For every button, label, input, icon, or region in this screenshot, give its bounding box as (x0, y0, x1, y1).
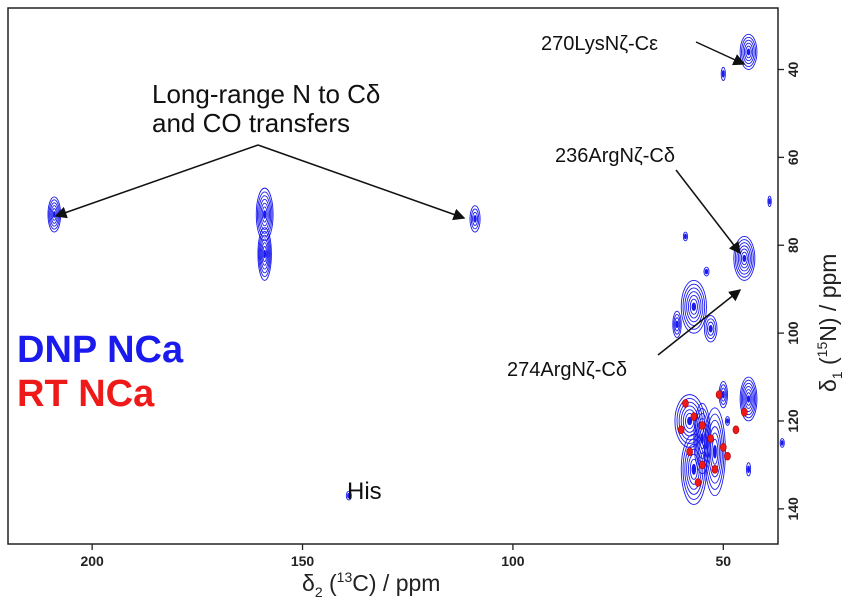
arrow-long-range-left (54, 144, 259, 219)
arrow-274arg (657, 289, 742, 356)
dnp-peak (680, 279, 707, 334)
legend-rt-nca: RT NCa (17, 373, 155, 415)
x-axis-title: δ2 (13C) / ppm (302, 569, 440, 600)
arrow-long-range-right (257, 144, 466, 221)
x-tick-label: 50 (716, 553, 732, 569)
y-axis-title: δ1 (15N) / ppm (814, 254, 845, 392)
rt-peak (724, 451, 731, 461)
annotation-274arg: 274ArgNζ-Cδ (507, 359, 627, 381)
dnp-peak (733, 236, 756, 281)
rt-peak (682, 399, 689, 408)
annotation-long-range-line2: and CO transfers (152, 108, 350, 138)
plot-frame (7, 7, 779, 545)
rt-peak (690, 412, 698, 421)
dnp-peak (469, 205, 481, 233)
x-tick-label: 150 (291, 553, 315, 569)
rt-peak (698, 460, 706, 470)
rt-peak (707, 434, 714, 443)
y-tick-label: 100 (785, 321, 801, 345)
dnp-peak (703, 315, 718, 343)
dnp-peak (345, 490, 352, 501)
dnp-peak (672, 310, 682, 338)
rt-peak (698, 421, 706, 430)
dnp-peak (767, 195, 772, 208)
rt-peak (694, 478, 702, 487)
dnp-peak (703, 266, 710, 277)
dnp-peak (257, 227, 272, 281)
dnp-peak (739, 376, 758, 422)
rt-peaks-layer (677, 390, 748, 487)
annotation-236arg: 236ArgNζ-Cδ (555, 145, 675, 167)
dnp-peak (724, 416, 731, 426)
dnp-peak (779, 438, 785, 448)
y-tick-label: 60 (785, 149, 801, 165)
rt-peak (715, 390, 723, 399)
annotation-arrows (54, 41, 746, 356)
legend-dnp-nca: DNP NCa (17, 329, 184, 371)
arrow-270lys (695, 41, 746, 66)
annotation-his: His (347, 478, 382, 505)
dnp-peak (739, 33, 758, 70)
y-tick-label: 140 (785, 497, 801, 521)
rt-peak (732, 425, 740, 435)
annotation-long-range-line1: Long-range N to Cδ (152, 79, 380, 109)
arrow-236arg (675, 169, 741, 255)
dnp-peak (720, 66, 726, 81)
dnp-peak (745, 462, 752, 477)
y-tick-label: 120 (785, 409, 801, 433)
rt-peak (686, 447, 693, 457)
ticks-layer: 200 150 100 50 40 60 80 100 120 140 (80, 62, 801, 569)
y-tick-label: 40 (785, 62, 801, 78)
dnp-peak (255, 187, 274, 242)
y-tick-label: 80 (785, 237, 801, 253)
dnp-peak (682, 231, 688, 242)
rt-peak (711, 465, 719, 474)
annotation-270lys: 270LysNζ-Cε (541, 33, 658, 55)
rt-peak (720, 443, 727, 452)
x-tick-label: 100 (501, 553, 525, 569)
rt-peak (677, 425, 685, 435)
x-tick-label: 200 (80, 553, 104, 569)
rt-peak (741, 407, 748, 417)
